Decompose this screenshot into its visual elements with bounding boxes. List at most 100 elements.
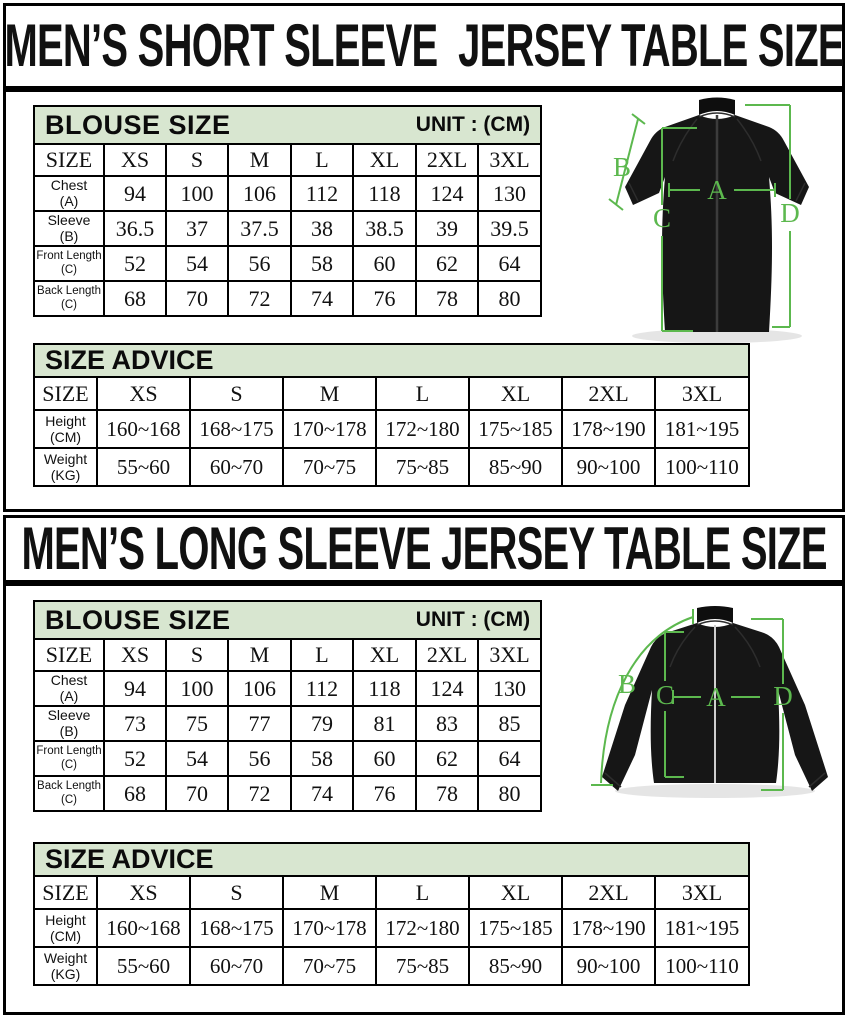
table-cell: 72 — [227, 775, 292, 812]
size-header-l: L — [290, 143, 354, 177]
table-cell: 76 — [352, 775, 417, 812]
table-cell: 181~195 — [653, 908, 751, 948]
table-cell: 60 — [352, 740, 417, 777]
table-cell: 90~100 — [561, 946, 656, 986]
table-cell: 160~168 — [96, 908, 191, 948]
table-cell: 56 — [227, 740, 292, 777]
size-header-3xl: 3XL — [653, 376, 751, 411]
collar-seam — [698, 112, 736, 118]
size-advice-header: SIZE ADVICE — [45, 844, 214, 874]
measurement-a: A — [668, 175, 776, 205]
table-cell: 94 — [103, 175, 167, 212]
cuff-seam-right — [808, 772, 826, 788]
table-cell: 72 — [227, 280, 292, 317]
long-sleeve-jersey-diagram: B C A D — [591, 606, 828, 798]
blouse-table-header-cell: BLOUSE SIZE UNIT : (CM) — [32, 105, 543, 145]
short-sleeve-title: MEN’S SHORT SLEEVE JERSEY TABLE SIZE — [4, 12, 844, 80]
row-label-front-length: Front Length (C) — [33, 740, 105, 777]
jersey-collar — [697, 606, 733, 623]
row-label-height: Height (CM) — [33, 908, 98, 948]
size-header-l: L — [375, 376, 470, 411]
size-header-3xl: 3XL — [476, 638, 543, 672]
table-cell: 70 — [165, 280, 229, 317]
row-label-sleeve: Sleeve (B) — [33, 705, 105, 742]
row-label-weight: Weight (KG) — [33, 447, 98, 487]
measurement-b: B — [608, 113, 646, 211]
size-header-m: M — [227, 638, 292, 672]
short-sleeve-content-box: BLOUSE SIZE UNIT : (CM) SIZE XS S M L XL… — [3, 89, 845, 512]
table-cell: 36.5 — [103, 210, 167, 247]
table-cell: 85~90 — [468, 946, 563, 986]
table-cell: 112 — [290, 670, 354, 707]
collar-seam — [696, 620, 734, 626]
table-cell: 168~175 — [189, 409, 284, 449]
table-cell: 75~85 — [375, 946, 470, 986]
size-column-header: SIZE — [33, 875, 98, 910]
table-cell: 68 — [103, 280, 167, 317]
table-cell: 178~190 — [561, 409, 656, 449]
table-cell: 130 — [476, 670, 543, 707]
table-cell: 130 — [476, 175, 543, 212]
table-cell: 52 — [103, 245, 167, 282]
cuff-seam-left — [604, 772, 622, 788]
unit-label: UNIT : (CM) — [415, 113, 531, 136]
row-label-back-length: Back Length (C) — [33, 775, 105, 812]
measurement-c: C — [656, 631, 684, 778]
short-sleeve-advice-table: SIZE ADVICE SIZE XS S M L XL 2XL 3XL Hei… — [32, 343, 751, 487]
measure-label-d: D — [780, 198, 800, 228]
table-cell: 124 — [415, 175, 479, 212]
size-header-2xl: 2XL — [415, 638, 479, 672]
measurement-d: D — [751, 618, 793, 791]
advice-table-header-cell: SIZE ADVICE — [32, 842, 751, 877]
size-column-header: SIZE — [33, 143, 105, 177]
table-cell: 79 — [290, 705, 354, 742]
row-label-chest: Chest (A) — [33, 670, 105, 707]
raglan-seam-left — [672, 118, 698, 162]
measure-label-c: C — [653, 203, 671, 233]
size-header-3xl: 3XL — [476, 143, 543, 177]
short-sleeve-title-box: MEN’S SHORT SLEEVE JERSEY TABLE SIZE — [3, 3, 845, 89]
size-header-xs: XS — [96, 875, 191, 910]
table-cell: 175~185 — [468, 409, 563, 449]
measurement-a: A — [672, 682, 760, 712]
table-cell: 94 — [103, 670, 167, 707]
size-header-s: S — [165, 143, 229, 177]
size-header-xl: XL — [352, 638, 417, 672]
size-header-xl: XL — [352, 143, 417, 177]
table-cell: 60~70 — [189, 946, 284, 986]
table-cell: 38 — [290, 210, 354, 247]
table-cell: 37.5 — [227, 210, 292, 247]
table-cell: 64 — [476, 245, 543, 282]
table-cell: 85~90 — [468, 447, 563, 487]
size-header-xs: XS — [103, 143, 167, 177]
table-cell: 58 — [290, 740, 354, 777]
size-header-m: M — [282, 376, 377, 411]
table-cell: 62 — [415, 740, 479, 777]
table-cell: 85 — [476, 705, 543, 742]
measure-label-c: C — [656, 680, 674, 710]
size-header-xs: XS — [96, 376, 191, 411]
table-cell: 75 — [165, 705, 229, 742]
size-header-s: S — [189, 376, 284, 411]
table-cell: 56 — [227, 245, 292, 282]
size-column-header: SIZE — [33, 638, 105, 672]
long-sleeve-title-box: MEN’S LONG SLEEVE JERSEY TABLE SIZE — [3, 515, 845, 583]
table-cell: 60~70 — [189, 447, 284, 487]
table-cell: 70 — [165, 775, 229, 812]
table-cell: 70~75 — [282, 946, 377, 986]
table-cell: 38.5 — [352, 210, 417, 247]
blouse-size-header: BLOUSE SIZE — [45, 604, 231, 635]
table-cell: 58 — [290, 245, 354, 282]
size-header-s: S — [189, 875, 284, 910]
size-header-xl: XL — [468, 875, 563, 910]
table-cell: 81 — [352, 705, 417, 742]
table-cell: 106 — [227, 175, 292, 212]
table-cell: 178~190 — [561, 908, 656, 948]
raglan-seam-right — [736, 118, 762, 162]
jersey-shadow — [632, 329, 802, 343]
table-cell: 52 — [103, 740, 167, 777]
cuff-seam-left — [628, 182, 639, 202]
table-cell: 60 — [352, 245, 417, 282]
table-cell: 39 — [415, 210, 479, 247]
